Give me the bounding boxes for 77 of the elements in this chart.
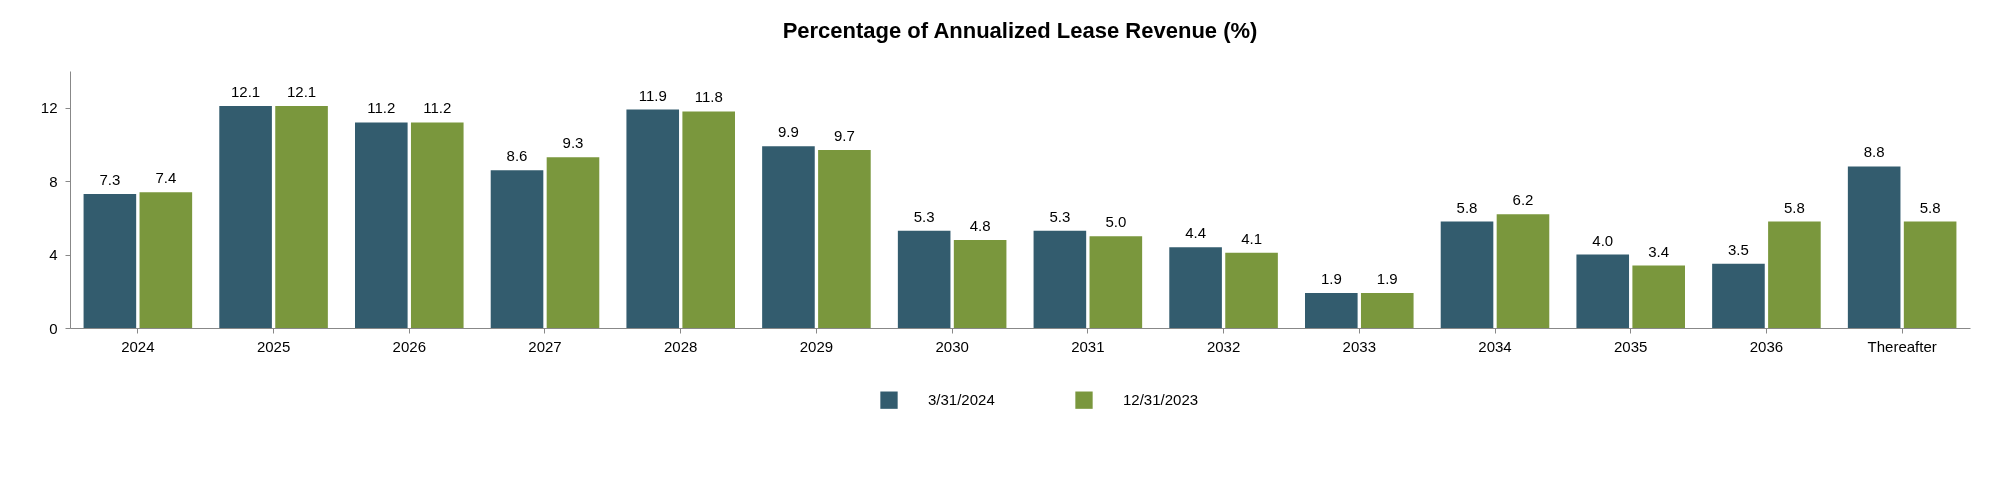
legend-label: 3/31/2024 bbox=[928, 391, 995, 409]
bar bbox=[1089, 236, 1143, 328]
bar bbox=[1576, 254, 1630, 328]
data-label: 3.4 bbox=[1648, 242, 1670, 260]
data-label: 7.3 bbox=[99, 170, 121, 188]
bar bbox=[1440, 221, 1494, 328]
bar bbox=[818, 149, 871, 328]
bar bbox=[762, 146, 815, 328]
bar bbox=[1632, 265, 1685, 328]
bar bbox=[1847, 166, 1901, 328]
data-label: 5.8 bbox=[1783, 198, 1805, 216]
data-label: 11.2 bbox=[367, 99, 396, 117]
data-label: 1.9 bbox=[1376, 270, 1398, 288]
data-label: 8.8 bbox=[1863, 143, 1885, 161]
bar bbox=[139, 192, 193, 328]
bar bbox=[83, 193, 137, 328]
y-tick-label: 8 bbox=[49, 172, 58, 190]
data-label: 4.4 bbox=[1185, 224, 1207, 242]
bar bbox=[897, 230, 951, 328]
x-tick-label: 2031 bbox=[1071, 337, 1105, 355]
bar bbox=[1169, 247, 1222, 328]
x-tick-label: 2024 bbox=[121, 337, 155, 355]
y-tick-label: 4 bbox=[49, 246, 58, 264]
data-label: 9.7 bbox=[833, 126, 855, 144]
bar bbox=[410, 122, 464, 328]
bar bbox=[219, 105, 272, 328]
x-tick-label: 2028 bbox=[664, 337, 698, 355]
x-tick-label: 2036 bbox=[1749, 337, 1784, 355]
data-label: 5.3 bbox=[913, 207, 935, 225]
x-tick-label: 2025 bbox=[256, 337, 291, 355]
x-tick-label: 2027 bbox=[528, 337, 562, 355]
data-label: 11.9 bbox=[638, 86, 667, 104]
x-tick-label: 2032 bbox=[1206, 337, 1241, 355]
data-label: 1.9 bbox=[1320, 270, 1342, 288]
x-tick-label: 2035 bbox=[1614, 337, 1648, 355]
data-label: 3.5 bbox=[1728, 240, 1749, 258]
y-tick-label: 12 bbox=[40, 99, 58, 117]
bar bbox=[1712, 263, 1765, 328]
bar bbox=[953, 239, 1007, 328]
data-label: 9.3 bbox=[562, 134, 584, 152]
bar bbox=[546, 157, 600, 328]
data-label: 4.1 bbox=[1241, 229, 1262, 247]
x-tick-label: 2030 bbox=[935, 337, 969, 355]
x-tick-label: 2033 bbox=[1342, 337, 1376, 355]
x-tick-label: 2026 bbox=[392, 337, 426, 355]
bar bbox=[1360, 293, 1414, 328]
bar bbox=[626, 109, 680, 328]
chart-title: Percentage of Annualized Lease Revenue (%) bbox=[782, 18, 1258, 43]
data-label: 7.4 bbox=[155, 169, 177, 187]
data-label: 5.3 bbox=[1049, 207, 1071, 225]
x-tick-label: 2029 bbox=[799, 337, 834, 355]
x-tick-label: Thereafter bbox=[1867, 337, 1937, 355]
bar bbox=[275, 105, 328, 328]
bar bbox=[1033, 230, 1087, 328]
data-label: 12.1 bbox=[286, 82, 317, 100]
data-label: 5.0 bbox=[1105, 213, 1127, 231]
data-label: 11.2 bbox=[423, 99, 452, 117]
bar bbox=[1903, 221, 1957, 328]
data-label: 9.9 bbox=[778, 123, 799, 141]
bar bbox=[1305, 293, 1358, 328]
data-label: 6.2 bbox=[1512, 191, 1534, 209]
bar bbox=[682, 111, 735, 328]
bar bbox=[1496, 214, 1550, 328]
bar bbox=[1225, 252, 1278, 328]
y-tick-label: 0 bbox=[49, 319, 58, 337]
data-label: 5.8 bbox=[1919, 198, 1941, 216]
data-label: 4.8 bbox=[969, 216, 991, 234]
bar bbox=[355, 122, 408, 328]
x-tick-label: 2034 bbox=[1478, 337, 1512, 355]
bar bbox=[1768, 221, 1821, 328]
data-label: 12.1 bbox=[230, 82, 261, 100]
legend-label: 12/31/2023 bbox=[1123, 391, 1199, 409]
data-label: 11.8 bbox=[694, 88, 723, 106]
data-label: 5.8 bbox=[1456, 198, 1478, 216]
data-label: 8.6 bbox=[506, 147, 528, 165]
data-label: 4.0 bbox=[1592, 231, 1614, 249]
bar bbox=[490, 170, 544, 328]
